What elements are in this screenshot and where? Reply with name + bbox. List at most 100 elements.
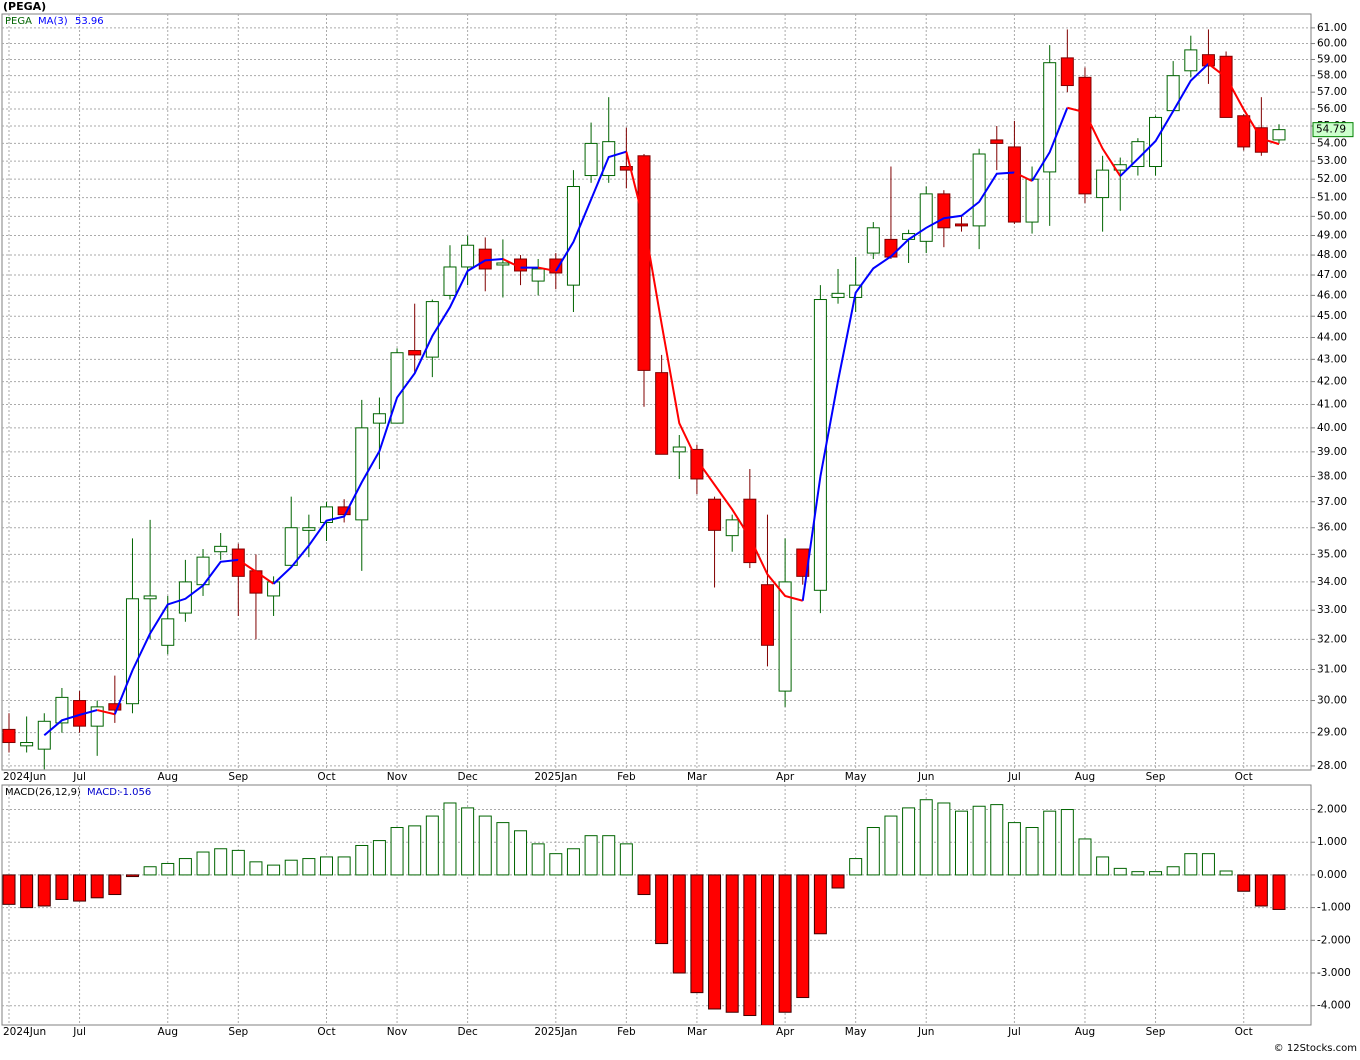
macd-bar xyxy=(725,874,739,1013)
y-tick-label: 58.00 xyxy=(1317,70,1347,82)
macd-bar xyxy=(284,859,298,876)
candle-body xyxy=(1096,169,1110,199)
y-tick-label: 46.00 xyxy=(1317,289,1347,301)
candle-body xyxy=(461,244,475,268)
x-tick-label: Mar xyxy=(687,771,707,783)
macd-bar xyxy=(637,874,651,896)
macd-bar xyxy=(990,804,1004,876)
y-tick-label: 61.00 xyxy=(1317,22,1347,34)
macd-bar xyxy=(514,830,528,876)
candle-body xyxy=(161,618,175,646)
macd-bar xyxy=(372,840,386,876)
y-tick-label: 32.00 xyxy=(1317,633,1347,645)
y-tick-label: 54.00 xyxy=(1317,137,1347,149)
candle-body xyxy=(2,728,16,744)
macd-bar xyxy=(425,815,439,876)
macd-bar xyxy=(1007,822,1021,876)
macd-bar xyxy=(813,874,827,935)
y-tick-label: 0.000 xyxy=(1317,869,1347,881)
macd-bar xyxy=(143,866,157,876)
y-tick-label: 2.000 xyxy=(1317,804,1347,816)
x-tick-label: Sep xyxy=(1146,771,1166,783)
candle-body xyxy=(531,268,545,282)
x-tick-label: Aug xyxy=(1075,771,1096,783)
candle-body xyxy=(443,266,457,296)
macd-bar xyxy=(1166,866,1180,876)
macd-bar xyxy=(20,874,34,909)
legend-ma: MA(3) xyxy=(38,16,68,27)
y-tick-label: 30.00 xyxy=(1317,695,1347,707)
candle-body xyxy=(813,299,827,591)
candle-body xyxy=(1025,178,1039,223)
candle-body xyxy=(496,262,510,266)
y-tick-label: 28.00 xyxy=(1317,760,1347,772)
macd-bar xyxy=(1113,867,1127,876)
macd-bar xyxy=(443,802,457,876)
macd-bar xyxy=(461,807,475,876)
macd-bar xyxy=(178,858,192,876)
y-tick-label: -3.000 xyxy=(1317,967,1351,979)
candle-body xyxy=(637,155,651,371)
x-tick-label: Aug xyxy=(157,1026,178,1038)
macd-bar xyxy=(743,874,757,1017)
macd-legend-value: -1.056 xyxy=(119,787,151,798)
x-tick-label: Jul xyxy=(1007,1026,1021,1038)
y-tick-label: 52.00 xyxy=(1317,173,1347,185)
x-tick-label: 2025Jan xyxy=(534,1026,577,1038)
candle-body xyxy=(990,139,1004,144)
ma-line xyxy=(502,258,521,269)
y-tick-label: 35.00 xyxy=(1317,548,1347,560)
ma-line xyxy=(272,258,503,585)
macd-bar xyxy=(672,874,686,974)
x-tick-label: Oct xyxy=(1235,771,1253,783)
ma-line xyxy=(237,559,275,585)
macd-bar xyxy=(55,874,69,900)
macd-bar xyxy=(1131,871,1145,876)
candle-body xyxy=(1184,49,1198,72)
candle-body xyxy=(708,498,722,531)
candle-body xyxy=(955,223,968,227)
macd-bar xyxy=(690,874,704,994)
candle-body xyxy=(866,227,880,254)
macd-bar xyxy=(267,864,281,876)
y-tick-label: 56.00 xyxy=(1317,103,1347,115)
macd-bar xyxy=(919,799,933,876)
ma-line xyxy=(43,709,98,737)
candle-body xyxy=(1043,62,1057,173)
x-tick-label: Aug xyxy=(157,771,178,783)
macd-bar xyxy=(125,874,139,878)
x-tick-label: Aug xyxy=(1075,1026,1096,1038)
y-tick-label: 41.00 xyxy=(1317,398,1347,410)
macd-bar xyxy=(302,858,316,876)
candle-body xyxy=(20,742,34,747)
candle-body xyxy=(1237,115,1251,148)
x-tick-label: Jul xyxy=(72,1026,86,1038)
candle-body xyxy=(267,581,281,597)
macd-bar xyxy=(390,827,404,876)
macd-plot xyxy=(2,785,1311,1025)
y-tick-label: 50.00 xyxy=(1317,210,1347,222)
ma-line xyxy=(1013,171,1033,182)
candle-body xyxy=(143,595,157,600)
macd-bar xyxy=(866,827,880,876)
x-tick-label: Oct xyxy=(317,771,335,783)
y-tick-label: 47.00 xyxy=(1317,269,1347,281)
macd-bar xyxy=(937,802,951,876)
x-tick-label: Dec xyxy=(457,771,478,783)
chart-title: (PEGA) xyxy=(3,0,46,13)
x-tick-label: Nov xyxy=(387,771,408,783)
candle-body xyxy=(1272,129,1286,141)
macd-bar xyxy=(1254,874,1268,907)
ma-line xyxy=(113,558,239,715)
x-tick-label: Feb xyxy=(617,1026,636,1038)
ma-line xyxy=(801,171,1015,601)
candle-body xyxy=(760,584,774,646)
x-tick-label: May xyxy=(845,771,867,783)
candle-body xyxy=(284,527,298,566)
macd-bar xyxy=(337,856,351,876)
macd-bar xyxy=(1237,874,1251,892)
x-tick-label: Dec xyxy=(457,1026,478,1038)
ma-line xyxy=(625,151,804,602)
ma-line xyxy=(537,266,556,272)
